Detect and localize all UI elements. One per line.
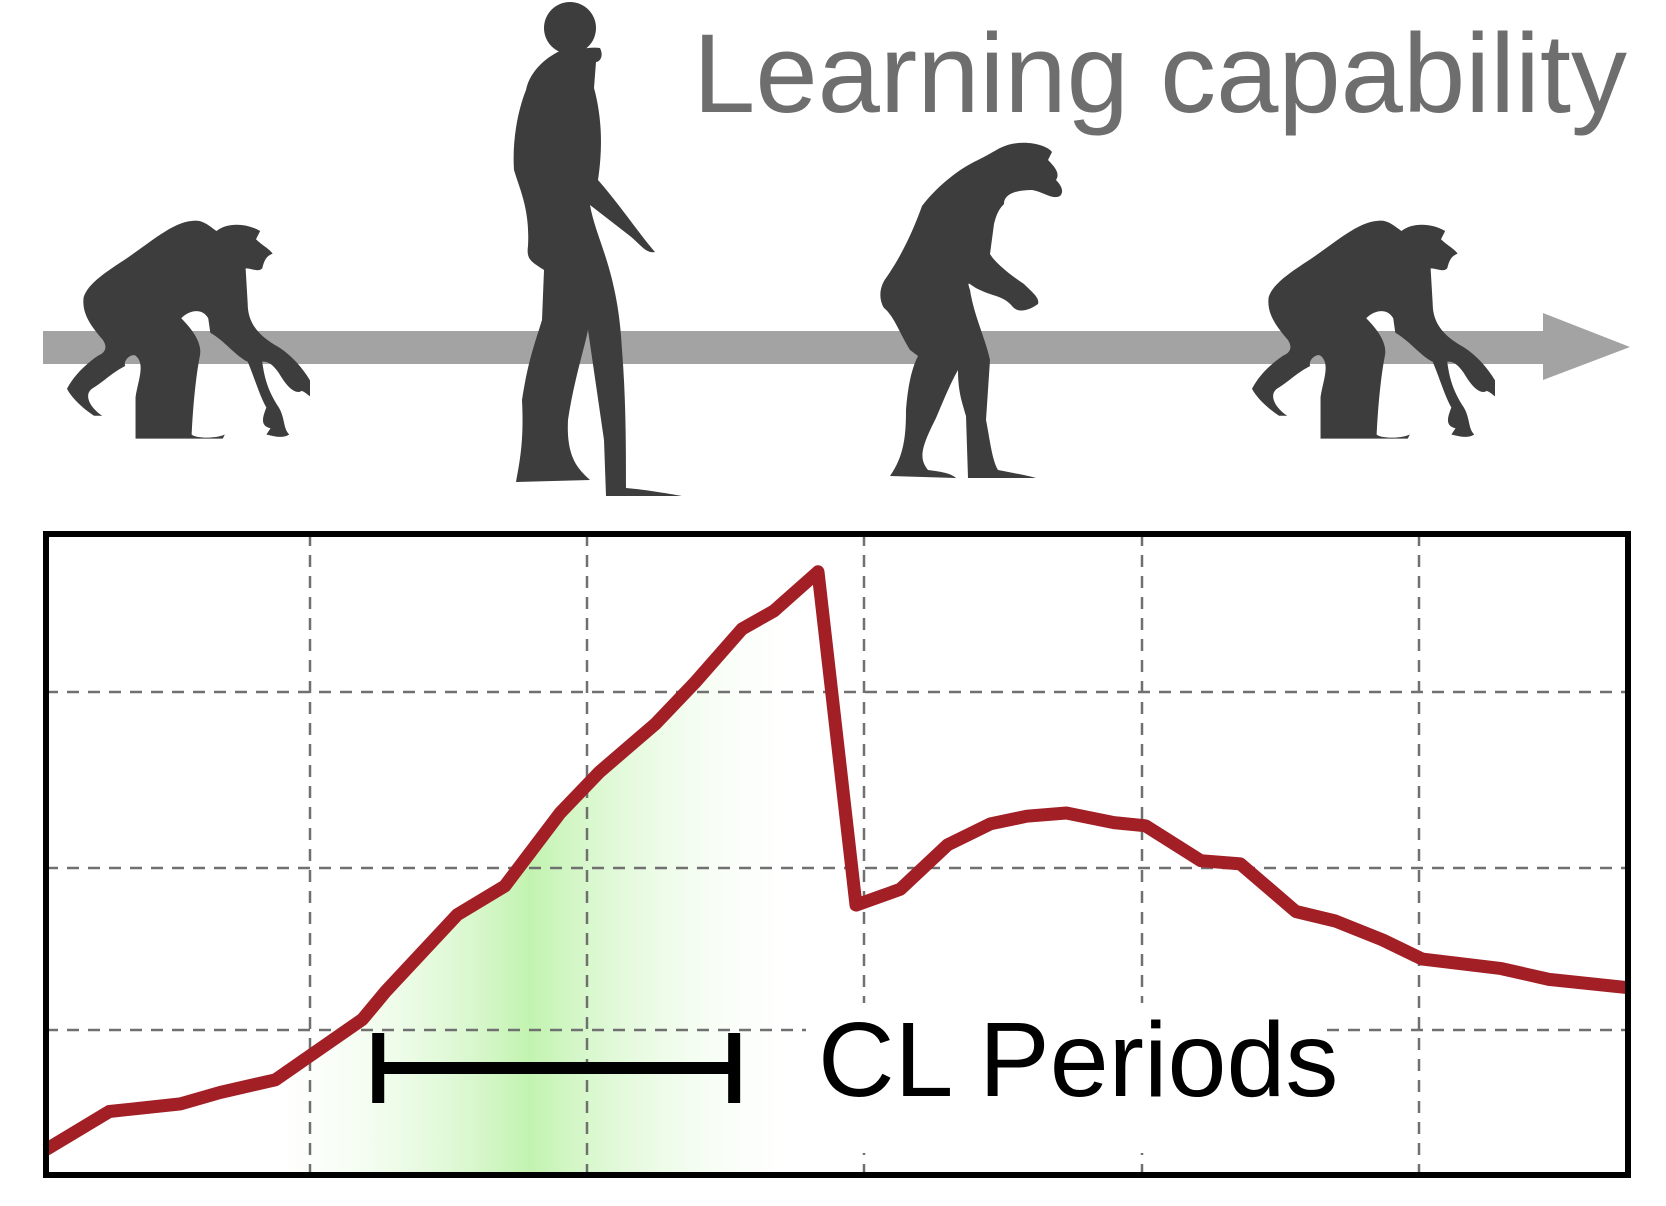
- label-background: [806, 1003, 1326, 1153]
- grid-lines: [46, 534, 1628, 1175]
- plot-frame: [43, 531, 1631, 1178]
- cl-periods-label: CL Periods: [818, 1001, 1338, 1119]
- ape-silhouette-icon: [1252, 220, 1495, 439]
- chart-title: Learning capability: [693, 11, 1627, 136]
- ape-silhouette-icon: [67, 220, 310, 439]
- hominid-silhouette-icon: [880, 142, 1063, 478]
- cl-period-bracket: [372, 1033, 741, 1103]
- plot-area: CL Periods: [42, 531, 1631, 1178]
- human-silhouette-icon: [513, 2, 682, 497]
- cl-period-shading: [246, 611, 815, 1175]
- learning-curve-line: [42, 565, 1629, 1156]
